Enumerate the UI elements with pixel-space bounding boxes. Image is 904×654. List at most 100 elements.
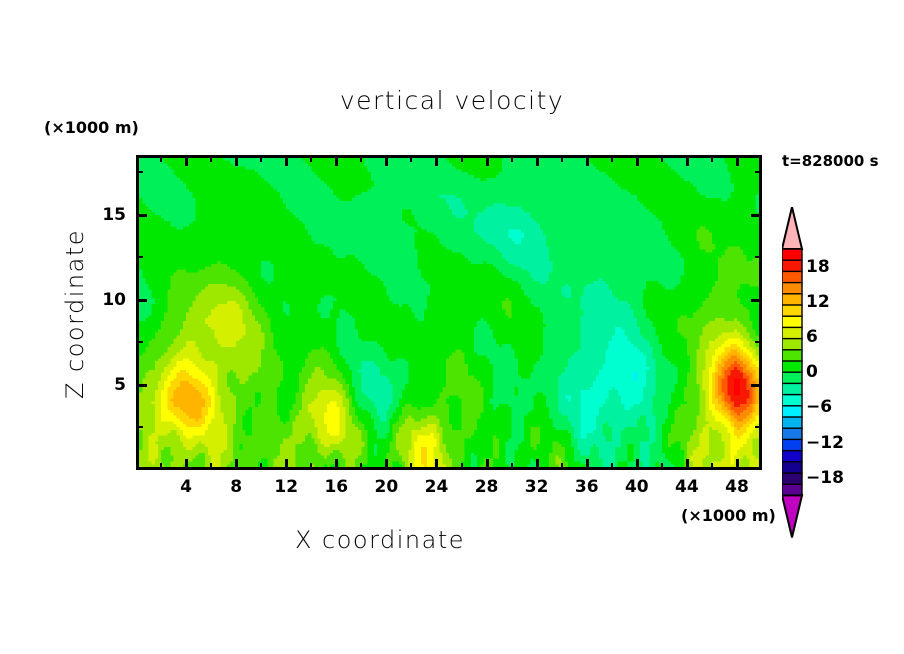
y-tick-major bbox=[136, 213, 147, 217]
colorbar-band bbox=[781, 315, 803, 329]
colorbar-band bbox=[781, 349, 803, 363]
x-tick-major bbox=[335, 459, 339, 470]
x-tick-major-top bbox=[285, 155, 289, 166]
colorbar-tick-label: −18 bbox=[806, 467, 844, 488]
x-tick-minor-top bbox=[260, 155, 263, 162]
x-tick-major bbox=[735, 459, 739, 470]
x-tick-major bbox=[235, 459, 239, 470]
colorbar-tick-label: 18 bbox=[806, 256, 830, 277]
colorbar-band bbox=[781, 472, 803, 486]
x-tick-minor-top bbox=[310, 155, 313, 162]
colorbar-band bbox=[781, 337, 803, 351]
x-tick-minor bbox=[360, 463, 363, 470]
x-axis-unit-label: (×1000 m) bbox=[681, 506, 776, 525]
colorbar-tick-label: 12 bbox=[806, 291, 830, 312]
x-tick-major-top bbox=[685, 155, 689, 166]
x-tick-major-top bbox=[185, 155, 189, 166]
x-tick-major bbox=[635, 459, 639, 470]
x-tick-minor bbox=[210, 463, 213, 470]
colorbar-band bbox=[781, 371, 803, 385]
x-tick-minor bbox=[160, 463, 163, 470]
x-tick-major bbox=[535, 459, 539, 470]
x-tick-label: 16 bbox=[324, 477, 349, 497]
colorbar-tick-label: 0 bbox=[806, 362, 818, 383]
x-tick-minor bbox=[310, 463, 313, 470]
y-tick-minor bbox=[136, 426, 143, 429]
y-tick-label: 10 bbox=[102, 289, 126, 310]
x-tick-major-top bbox=[635, 155, 639, 166]
colorbar-tick-label: −12 bbox=[806, 432, 844, 453]
x-tick-major bbox=[435, 459, 439, 470]
x-tick-minor bbox=[710, 463, 713, 470]
x-tick-minor bbox=[410, 463, 413, 470]
x-tick-label: 44 bbox=[675, 477, 699, 497]
y-tick-major bbox=[136, 298, 147, 302]
x-tick-major-top bbox=[435, 155, 439, 166]
x-tick-minor-top bbox=[460, 155, 463, 162]
colorbar-band bbox=[781, 427, 803, 441]
x-tick-minor bbox=[260, 463, 263, 470]
x-tick-minor bbox=[610, 463, 613, 470]
y-tick-minor-right bbox=[755, 426, 762, 429]
x-tick-minor bbox=[510, 463, 513, 470]
colorbar-band bbox=[781, 270, 803, 284]
x-axis-title: X coordinate bbox=[294, 526, 466, 554]
x-tick-label: 40 bbox=[624, 477, 649, 497]
contour-plot-area bbox=[136, 155, 762, 470]
x-tick-major-top bbox=[235, 155, 239, 166]
x-tick-major bbox=[385, 459, 389, 470]
x-tick-major-top bbox=[735, 155, 739, 166]
colorbar-svg bbox=[780, 206, 804, 538]
y-tick-minor bbox=[136, 341, 143, 344]
x-tick-label: 36 bbox=[574, 477, 599, 497]
x-tick-label: 8 bbox=[230, 477, 243, 497]
colorbar-tick-label: 6 bbox=[806, 327, 818, 347]
x-tick-label: 28 bbox=[474, 477, 499, 497]
x-tick-major-top bbox=[485, 155, 489, 166]
y-tick-minor bbox=[136, 171, 143, 174]
x-tick-minor-top bbox=[560, 155, 563, 162]
x-tick-label: 32 bbox=[524, 477, 549, 497]
y-axis-title: Z coordinate bbox=[61, 228, 89, 400]
colorbar-band bbox=[781, 281, 803, 295]
chart-title: vertical velocity bbox=[339, 86, 565, 115]
y-tick-major-right bbox=[751, 298, 762, 302]
colorbar-band bbox=[781, 248, 803, 262]
x-tick-minor-top bbox=[360, 155, 363, 162]
colorbar-tick-label: −6 bbox=[806, 397, 833, 418]
x-tick-major-top bbox=[585, 155, 589, 166]
timestamp-annotation: t=828000 s bbox=[782, 152, 879, 170]
colorbar-band bbox=[781, 483, 803, 497]
colorbar-band bbox=[781, 326, 803, 340]
x-tick-label: 20 bbox=[374, 477, 399, 497]
x-tick-major bbox=[585, 459, 589, 470]
x-tick-minor bbox=[460, 463, 463, 470]
x-tick-major bbox=[685, 459, 689, 470]
x-tick-major-top bbox=[385, 155, 389, 166]
x-tick-major bbox=[185, 459, 189, 470]
colorbar-band bbox=[781, 438, 803, 452]
x-tick-major-top bbox=[535, 155, 539, 166]
y-tick-label: 5 bbox=[114, 374, 126, 395]
x-tick-minor bbox=[560, 463, 563, 470]
colorbar-band bbox=[781, 304, 803, 318]
x-tick-minor-top bbox=[160, 155, 163, 162]
colorbar: 18 12 6 0 −6 −12 −18 bbox=[780, 206, 902, 547]
y-tick-label: 15 bbox=[102, 204, 126, 225]
y-tick-minor bbox=[136, 256, 143, 259]
colorbar-band bbox=[781, 393, 803, 407]
x-tick-label: 24 bbox=[424, 477, 449, 497]
x-tick-minor-top bbox=[510, 155, 513, 162]
y-tick-major-right bbox=[751, 213, 762, 217]
y-tick-minor-right bbox=[755, 256, 762, 259]
colorbar-band bbox=[781, 360, 803, 374]
colorbar-band bbox=[781, 382, 803, 396]
x-tick-major bbox=[285, 459, 289, 470]
colorbar-band bbox=[781, 259, 803, 273]
x-tick-minor-top bbox=[610, 155, 613, 162]
colorbar-band bbox=[781, 416, 803, 430]
y-tick-major-right bbox=[751, 383, 762, 387]
y-tick-minor-right bbox=[755, 171, 762, 174]
x-tick-label: 12 bbox=[274, 477, 299, 497]
